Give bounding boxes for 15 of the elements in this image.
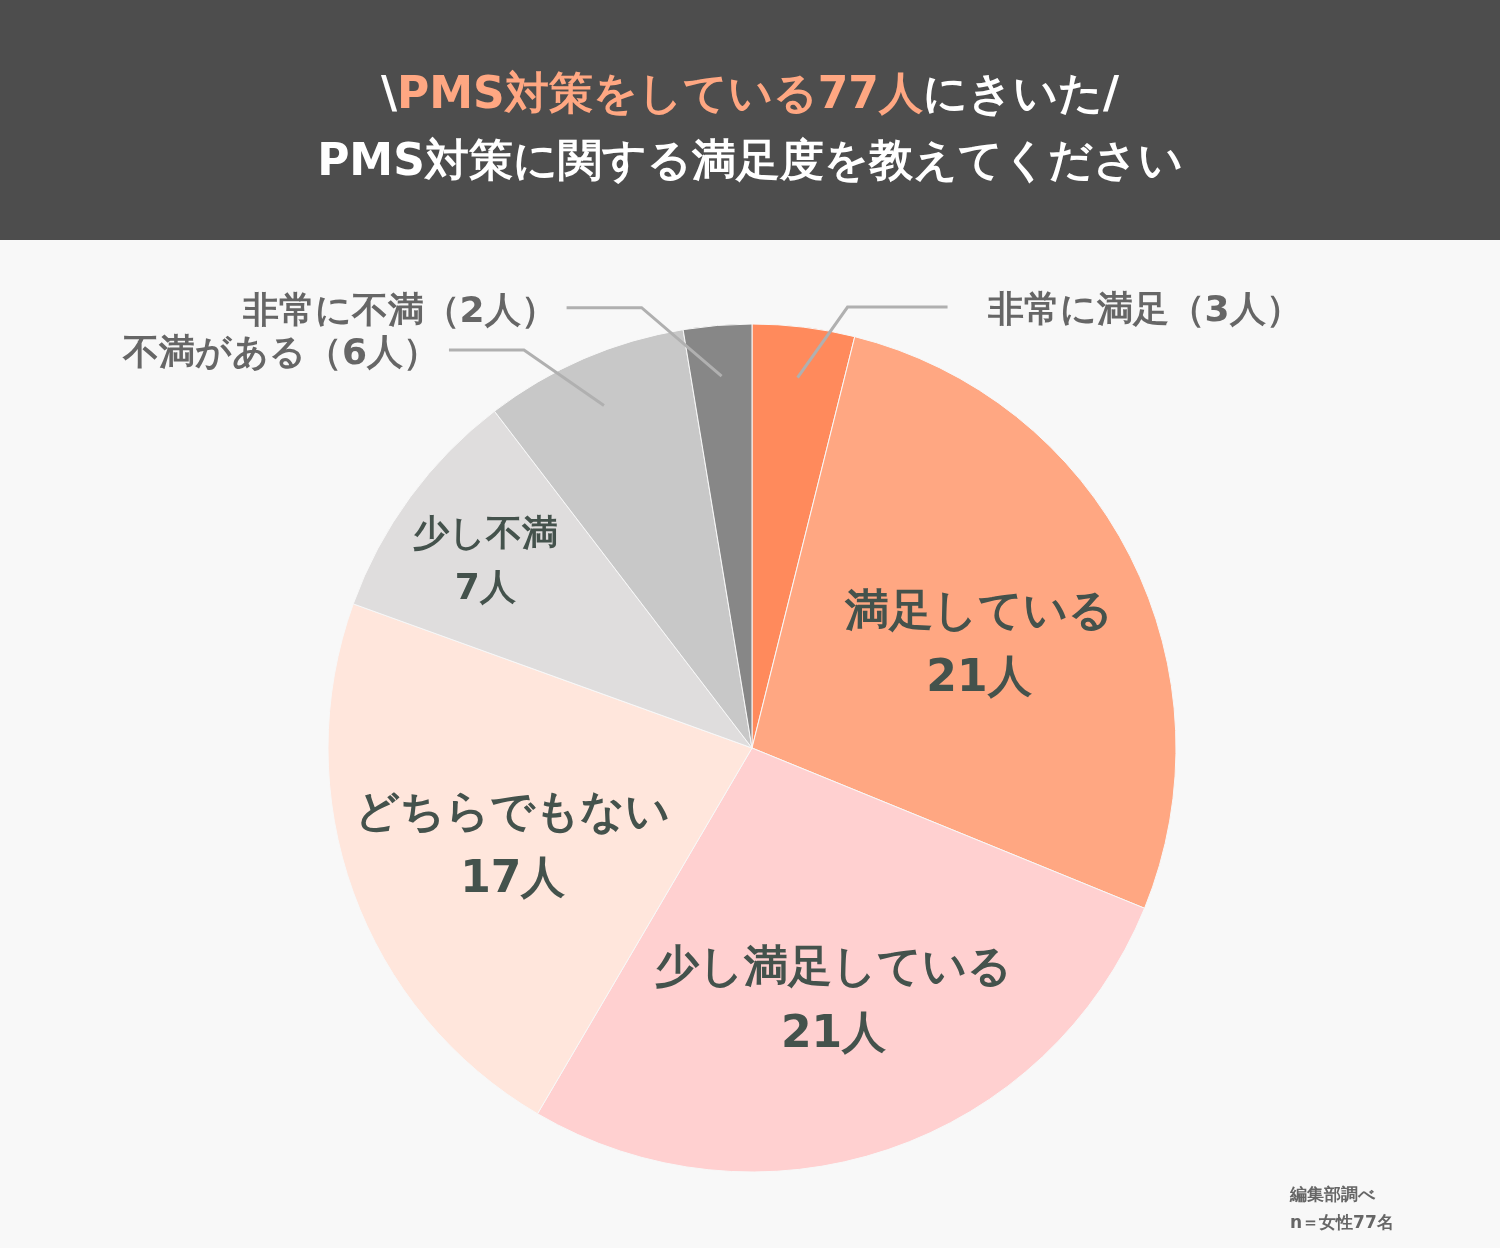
data-label: 21人 xyxy=(780,1005,887,1057)
data-label: 21人 xyxy=(926,649,1032,701)
text: 編集部調べ xyxy=(1289,1184,1376,1204)
text: n＝女性77名 xyxy=(1290,1212,1394,1232)
slice-label: 少し満足している xyxy=(655,939,1013,991)
chart-subtitle: PMS対策に関する満足度を教えてください xyxy=(317,134,1183,185)
slice-label: 少し不満 xyxy=(412,511,558,553)
data-label: 17人 xyxy=(460,851,566,903)
data-label: 7人 xyxy=(454,565,516,607)
slice-label: どちらでもない xyxy=(355,785,671,837)
slice-label: 不満がある（6人） xyxy=(121,331,439,373)
slice-label: 非常に満足（3人） xyxy=(986,288,1302,330)
slice-label: 満足している xyxy=(843,583,1113,635)
slice-label: 非常に不満（2人） xyxy=(241,288,557,330)
chart-title: \PMS対策をしている77人にきいた/ xyxy=(380,67,1120,118)
